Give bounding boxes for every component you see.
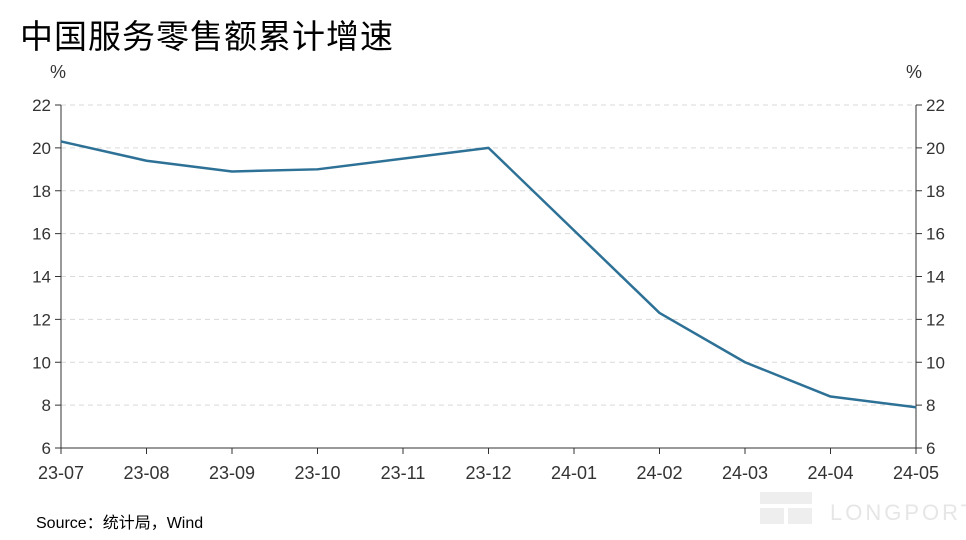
x-tick-label: 24-05 <box>893 463 939 483</box>
y-tick-label-left: 10 <box>32 353 51 372</box>
watermark-text: LONGPORT <box>830 500 966 525</box>
y-tick-label-left: 20 <box>32 139 51 158</box>
x-tick-label: 23-10 <box>294 463 340 483</box>
x-tick-label: 23-09 <box>209 463 255 483</box>
series-line <box>60 140 917 409</box>
y-axis-left: 6 8 10 12 14 16 18 20 22 <box>32 96 61 458</box>
y-tick-label-right: 6 <box>926 439 935 458</box>
y-tick-label-right: 10 <box>926 353 945 372</box>
y-tick-label-right: 22 <box>926 96 945 115</box>
y-tick-label-left: 12 <box>32 310 51 329</box>
y-tick-label-left: 14 <box>32 268 51 287</box>
x-tick-label: 24-04 <box>807 463 853 483</box>
x-tick-label: 23-07 <box>38 463 84 483</box>
y-tick-label-left: 22 <box>32 96 51 115</box>
right-axis-unit: % <box>906 62 923 82</box>
y-tick-label-right: 8 <box>926 396 935 415</box>
y-tick-label-left: 16 <box>32 225 51 244</box>
chart-title: 中国服务零售额累计增速 <box>20 17 394 56</box>
y-axis-right: 6 8 10 12 14 16 18 20 22 <box>916 96 945 458</box>
x-tick-label: 23-12 <box>465 463 511 483</box>
y-tick-label-right: 16 <box>926 225 945 244</box>
watermark-logo-icon <box>760 492 812 524</box>
y-tick-label-right: 20 <box>926 139 945 158</box>
x-tick-label: 23-11 <box>381 463 426 483</box>
y-tick-label-left: 6 <box>42 439 51 458</box>
x-tick-label: 24-01 <box>551 463 597 483</box>
x-tick-label: 24-03 <box>722 463 768 483</box>
y-tick-label-left: 8 <box>42 396 51 415</box>
series-layer <box>60 140 917 409</box>
x-axis: 23-07 23-08 23-09 23-10 23-11 23-12 24-01 24-02… <box>38 448 939 483</box>
x-tick-label: 24-02 <box>636 463 682 483</box>
y-tick-label-left: 18 <box>32 182 51 201</box>
left-axis-unit: % <box>50 62 67 82</box>
y-tick-label-right: 18 <box>926 182 945 201</box>
x-tick-label: 23-08 <box>123 463 169 483</box>
grid-lines <box>61 104 916 406</box>
y-tick-label-right: 12 <box>926 310 945 329</box>
source-note: Source：统计局，Wind <box>36 515 204 532</box>
y-tick-label-right: 14 <box>926 268 945 287</box>
